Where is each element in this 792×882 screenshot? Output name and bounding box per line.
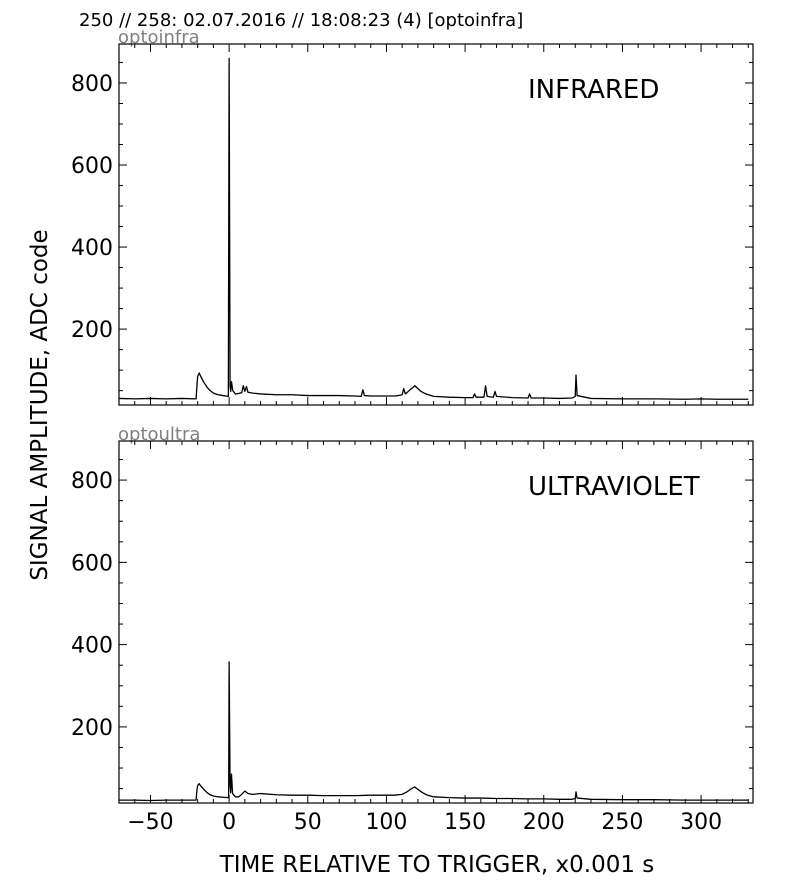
y-tick-label: 800: [71, 72, 113, 97]
plot-frame: [118, 440, 754, 804]
y-tick-label: 600: [71, 551, 113, 576]
x-tick-label: 200: [523, 810, 565, 835]
y-tick-label: 400: [71, 236, 113, 261]
x-tick-label: 100: [365, 810, 407, 835]
y-tick-label: 200: [71, 318, 113, 343]
chart-panels: optoinfra 200 400 600 800 INFRARED optoultra −5…: [71, 27, 754, 835]
source-tag: optoultra: [118, 424, 200, 445]
x-tick-label: 50: [294, 810, 322, 835]
header-title: 250 // 258: 02.07.2016 // 18:08:23 (4) […: [79, 10, 523, 31]
x-tick-label: 150: [444, 810, 486, 835]
y-tick-label: 800: [71, 469, 113, 494]
panel-ultraviolet: optoultra −50 0 50 100 150 200 250 300 200 400 600 8…: [71, 424, 754, 835]
panel-label: ULTRAVIOLET: [528, 472, 700, 502]
y-tick-label: 200: [71, 716, 113, 741]
x-tick-label: 0: [222, 810, 236, 835]
y-tick-label: 600: [71, 154, 113, 179]
source-tag: optoinfra: [118, 27, 200, 48]
y-tick-label: 400: [71, 634, 113, 659]
panel-label: INFRARED: [528, 75, 659, 105]
x-axis-label: TIME RELATIVE TO TRIGGER, x0.001 s: [219, 852, 655, 878]
y-axis-label: SIGNAL AMPLITUDE, ADC code: [27, 229, 53, 580]
x-tick-label: −50: [127, 810, 173, 835]
x-tick-label: 250: [601, 810, 643, 835]
signal-line: [119, 661, 749, 802]
panel-infrared: optoinfra 200 400 600 800 INFRARED: [71, 27, 754, 406]
plot-frame: [118, 43, 754, 406]
x-tick-label: 300: [680, 810, 722, 835]
signal-line: [119, 57, 749, 400]
